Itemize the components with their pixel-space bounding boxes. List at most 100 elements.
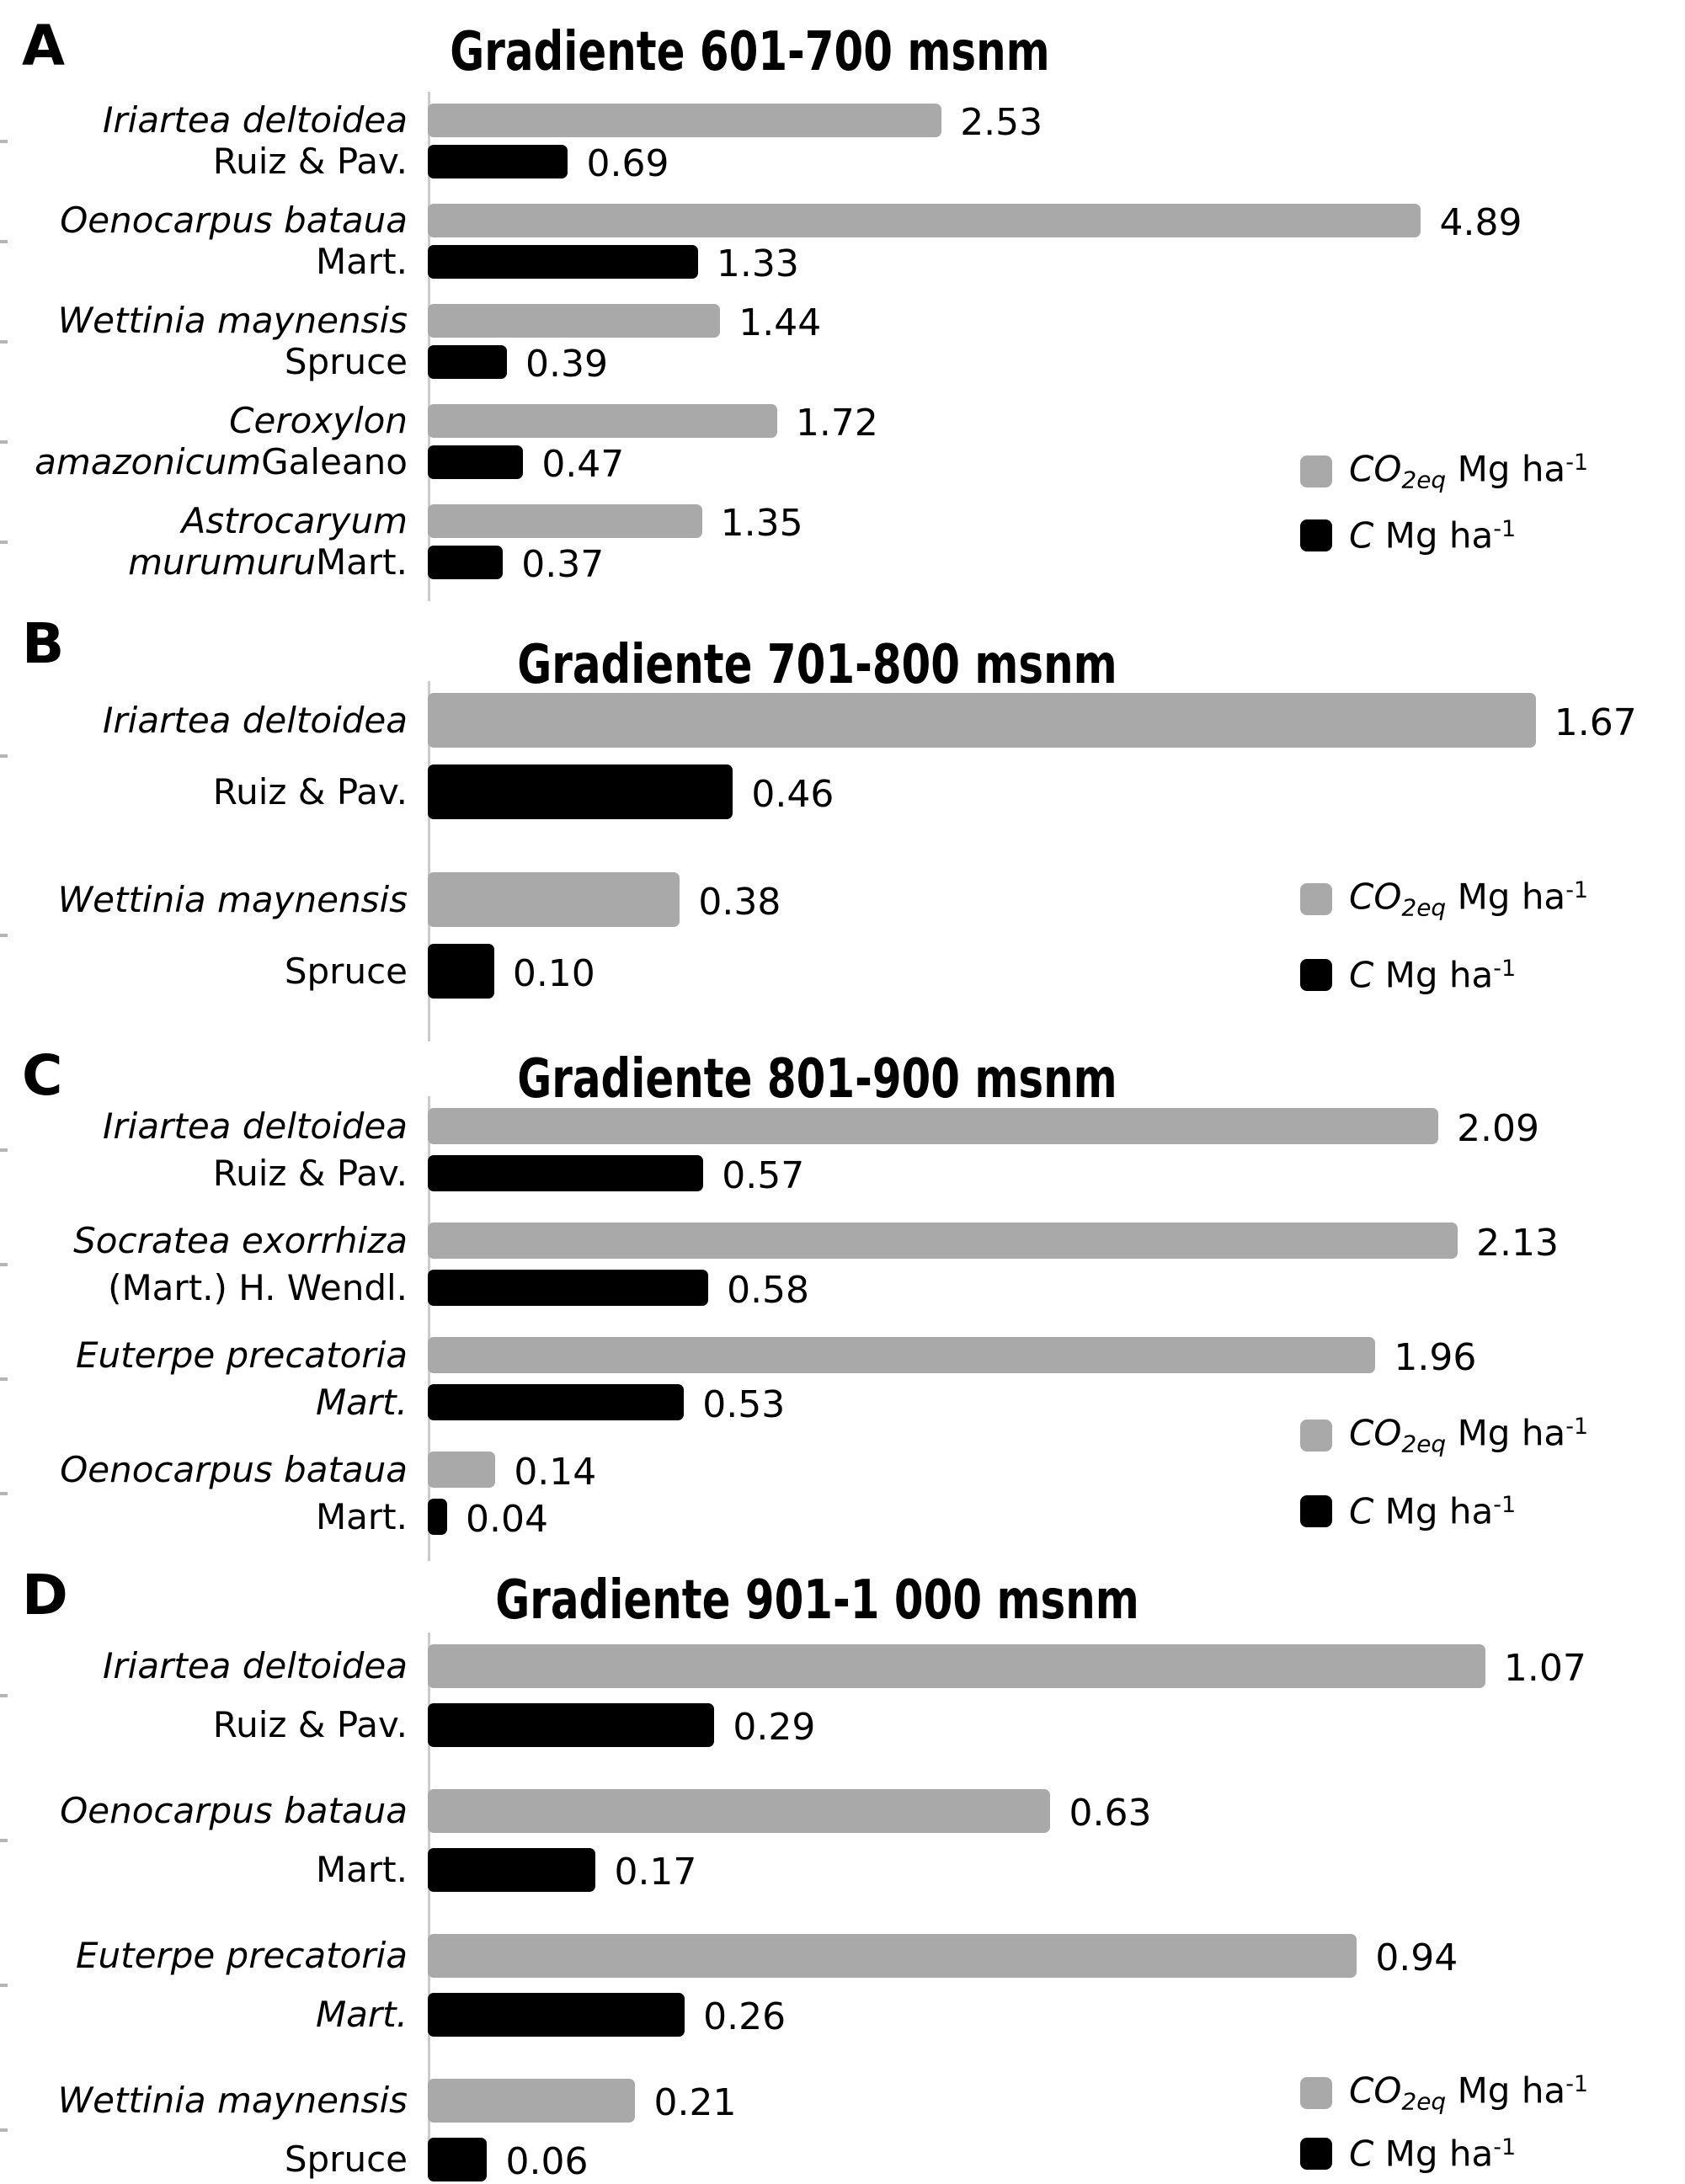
species-name-italic: Oenocarpus bataua [60, 200, 408, 241]
co2eq-bar-row: 1.96 [428, 1337, 1685, 1376]
co2eq-bar [428, 1789, 1051, 1833]
co2eq-bar [428, 104, 942, 137]
panel-letter: C [22, 1048, 63, 1108]
panel-c: C Gradiente 801-900 msnm Iriartea deltoi… [0, 1048, 1685, 1568]
bar-group: Iriartea deltoidea Ruiz & Pav. 2.53 0.69 [0, 99, 1685, 183]
species-authority-italic: Mart. [315, 1381, 408, 1423]
legend-unit: Mg ha [1446, 1412, 1566, 1454]
species-name-line2: Ruiz & Pav. [0, 1703, 408, 1747]
legend-co2-subscript: 2eq [1401, 1430, 1447, 1458]
species-authority: Mart. [315, 241, 408, 282]
species-name-line2: Mart. [0, 1499, 408, 1535]
co2eq-bar [428, 1452, 496, 1488]
c-bar-row: 0.69 [428, 145, 1685, 183]
legend-c-label: C Mg ha-1 [1349, 2136, 1516, 2172]
legend-co2eq-row: CO2eq Mg ha-1 [1300, 2073, 1588, 2113]
legend-co2-subscript: 2eq [1401, 2087, 1447, 2116]
species-name-italic: Astrocaryum [181, 500, 408, 541]
y-axis-line [428, 1096, 430, 1561]
value-label: 0.39 [525, 343, 609, 386]
value-label: 0.63 [1069, 1792, 1152, 1835]
species-name-line2: Ruiz & Pav. [0, 144, 408, 179]
axis-tick [0, 1491, 8, 1495]
axis-tick [0, 239, 8, 243]
species-label: Socratea exorrhiza (Mart.) H. Wendl. [0, 1223, 428, 1306]
c-bar [428, 1703, 715, 1747]
co2eq-bar-row: 0.14 [428, 1452, 1685, 1490]
co2eq-bar-row: 2.53 [428, 104, 1685, 141]
c-bar [428, 1270, 709, 1306]
co2eq-bar [428, 504, 702, 538]
legend-co2eq-label: CO2eq Mg ha-1 [1349, 2073, 1588, 2113]
co2eq-bar-row: 2.13 [428, 1221, 1685, 1265]
species-authority: Mart. [315, 541, 408, 583]
species-name-italic: Socratea exorrhiza [73, 1219, 408, 1261]
legend-c-symbol: C [1349, 514, 1374, 557]
species-name-italic: Wettinia maynensis [57, 300, 408, 341]
bar-pair: 0.94 0.26 [428, 1934, 1685, 2037]
legend-swatch-c [1300, 519, 1332, 551]
panel-letter: D [22, 1568, 68, 1627]
legend-c-symbol: C [1349, 1490, 1374, 1532]
legend-co2eq-label: CO2eq Mg ha-1 [1349, 451, 1588, 492]
legend-unit: Mg ha [1446, 2069, 1566, 2112]
c-bar-row: 0.37 [428, 546, 1685, 583]
value-label: 0.53 [702, 1382, 786, 1426]
c-bar-row: 0.26 [428, 1993, 1685, 2037]
legend-c-row: C Mg ha-1 [1300, 955, 1588, 995]
axis-tick [0, 754, 8, 758]
legend-co2-symbol: CO [1349, 876, 1402, 918]
value-label: 1.44 [739, 301, 822, 344]
legend-exponent: -1 [1565, 1413, 1589, 1440]
species-label: Iriartea deltoidea Ruiz & Pav. [0, 693, 428, 819]
legend-co2eq-row: CO2eq Mg ha-1 [1300, 879, 1588, 919]
axis-tick [0, 1148, 8, 1152]
c-bar [428, 1993, 685, 2037]
bar-pair: 1.35 0.37 [428, 504, 1685, 583]
species-authority: Ruiz & Pav. [212, 1704, 408, 1745]
species-label: Wettinia maynensis Spruce [0, 300, 428, 380]
species-name-line1: Astrocaryum [0, 500, 408, 541]
value-label: 2.53 [960, 101, 1043, 144]
species-name-line2: Spruce [0, 944, 408, 999]
legend-c-symbol: C [1349, 2133, 1374, 2175]
legend-unit: Mg ha [1446, 876, 1566, 918]
axis-tick [0, 439, 8, 444]
bar-pair: 1.44 0.39 [428, 301, 1685, 383]
panel-title: Gradiente 801-900 msnm [517, 1048, 1117, 1111]
bar-group: Iriartea deltoidea Ruiz & Pav. 2.09 0.57 [0, 1108, 1685, 1194]
axis-tick [0, 1377, 8, 1381]
value-label: 1.33 [716, 242, 799, 285]
panel-letter: A [22, 13, 66, 78]
legend-exponent: -1 [1493, 1491, 1517, 1518]
species-name-italic: Wettinia maynensis [57, 2080, 408, 2121]
panel-title: Gradiente 601-700 msnm [450, 21, 1050, 83]
axis-tick [0, 934, 8, 937]
co2eq-bar [428, 872, 680, 927]
c-bar [428, 345, 508, 379]
bar-group: Euterpe precatoria Mart. 0.94 0.26 [0, 1934, 1685, 2037]
co2eq-bar-row: 1.72 [428, 404, 1685, 442]
species-label: Euterpe precatoria Mart. [0, 1337, 428, 1420]
species-label: Oenocarpus bataua Mart. [0, 200, 428, 282]
panel-a: A Gradiente 601-700 msnm Iriartea deltoi… [0, 0, 1685, 608]
axis-tick [0, 339, 8, 344]
legend-unit: Mg ha [1446, 448, 1566, 490]
co2eq-bar-row: 0.63 [428, 1789, 1685, 1833]
species-name-line1: Oenocarpus bataua [0, 1452, 408, 1488]
species-name-italic: Iriartea deltoidea [103, 99, 408, 141]
co2eq-bar-row: 2.09 [428, 1108, 1685, 1147]
value-label: 2.13 [1476, 1221, 1560, 1265]
co2eq-bar [428, 2079, 636, 2123]
c-bar-row: 0.39 [428, 345, 1685, 383]
value-label: 0.21 [653, 2081, 737, 2124]
co2eq-bar-row: 1.35 [428, 504, 1685, 542]
bar-group: Iriartea deltoidea Ruiz & Pav. 1.07 0.29 [0, 1644, 1685, 1747]
panel-b: B Gradiente 701-800 msnm Iriartea deltoi… [0, 608, 1685, 1048]
co2eq-bar [428, 204, 1421, 237]
legend-swatch-co2eq [1300, 455, 1332, 487]
value-label: 0.37 [521, 543, 605, 586]
bar-rows: Iriartea deltoidea Ruiz & Pav. 2.09 0.57 Soc… [0, 1108, 1685, 1537]
legend-co2-symbol: CO [1349, 2069, 1402, 2112]
bar-pair: 2.09 0.57 [428, 1108, 1685, 1194]
